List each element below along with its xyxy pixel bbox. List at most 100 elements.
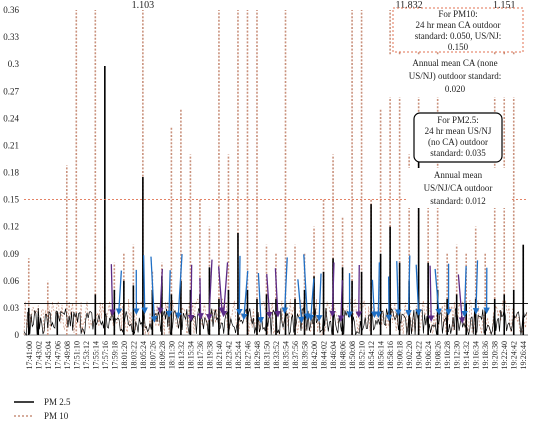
x-tick-label: 18:05:24 <box>139 341 148 369</box>
y-tick-label: 0.15 <box>3 195 19 205</box>
annotation-text: standard: 0.035 <box>430 148 486 158</box>
x-tick-label: 19:08:26 <box>434 341 443 369</box>
annotation-arrow <box>258 273 261 320</box>
x-tick-label: 19:22:40 <box>500 341 509 369</box>
y-tick-label: 0.18 <box>3 168 19 178</box>
x-tick-label: 17:51:10 <box>72 341 81 369</box>
x-tick-label: 19:00:18 <box>396 341 405 369</box>
x-tick-label: 19:10:28 <box>443 341 452 369</box>
annotation-arrow <box>458 274 462 320</box>
y-tick-label: 0.36 <box>3 5 19 15</box>
y-tick-label: 0.33 <box>3 32 19 42</box>
annotation-text: For PM10: <box>438 9 477 19</box>
legend-label-pm10: PM 10 <box>44 411 69 421</box>
x-tick-label: 19:26:44 <box>519 341 528 369</box>
annotation-arrow <box>397 261 399 313</box>
x-tick-label: 18:48:06 <box>339 341 348 369</box>
x-tick-label: 18:58:16 <box>386 341 395 369</box>
x-tick-label: 18:09:28 <box>158 341 167 369</box>
y-tick-label: 0.06 <box>3 276 19 286</box>
x-tick-label: 17:55:14 <box>91 341 100 369</box>
x-tick-label: 18:01:20 <box>120 341 129 369</box>
annotation-arrow <box>298 279 302 320</box>
annotation-text: US/NJ) outdoor standard: <box>409 71 502 81</box>
annotation-text: standard: 0.050, US/NJ: <box>415 31 502 41</box>
x-tick-label: 18:44:02 <box>320 341 329 369</box>
annotation-text: For PM2.5: <box>437 115 479 125</box>
x-tick-label: 17:45:04 <box>44 341 53 369</box>
x-tick-label: 17:53:12 <box>82 341 91 369</box>
legend-label-pm25: PM 2.5 <box>44 397 71 407</box>
x-tick-label: 18:07:26 <box>148 341 157 369</box>
x-tick-label: 17:47:06 <box>53 341 62 369</box>
x-tick-label: 19:06:24 <box>424 341 433 369</box>
y-tick-label: 0 <box>15 330 20 340</box>
annotation-text: 0.020 <box>445 84 466 94</box>
y-tick-label: 0.12 <box>3 222 19 232</box>
annotation-arrows <box>111 254 486 320</box>
x-tick-label: 17:41:00 <box>25 341 34 369</box>
x-tick-label: 18:39:58 <box>301 341 310 369</box>
x-tick-label: 18:35:54 <box>282 341 291 369</box>
y-tick-label: 0.03 <box>3 303 19 313</box>
x-tick-label: 18:25:44 <box>234 341 243 369</box>
annotation-arrow <box>430 266 431 319</box>
x-tick-label: 18:13:32 <box>177 341 186 369</box>
x-tick-label: 18:19:38 <box>205 341 214 369</box>
x-tick-label: 18:17:36 <box>196 341 205 369</box>
x-tick-label: 18:42:00 <box>310 341 319 369</box>
annotation-arrow <box>224 262 228 314</box>
annotation-arrow <box>111 264 112 313</box>
annotation-text: 0.150 <box>448 42 469 52</box>
annotation-text: US/NJ/CA outdoor <box>424 183 493 193</box>
x-tick-label: 19:20:38 <box>491 341 500 369</box>
y-tick-label: 0.09 <box>3 249 19 259</box>
x-tick-label: 18:52:10 <box>358 341 367 369</box>
x-tick-label: 19:24:42 <box>510 341 519 369</box>
x-tick-label: 19:14:32 <box>462 341 471 369</box>
x-tick-label: 18:50:08 <box>348 341 357 369</box>
x-tick-label: 17:59:18 <box>110 341 119 369</box>
annotation-text: 24 hr mean CA outdoor <box>416 20 501 30</box>
x-tick-label: 19:18:36 <box>481 341 490 369</box>
x-tick-label: 18:29:48 <box>253 341 262 369</box>
x-tick-label: 19:04:22 <box>415 341 424 369</box>
x-tick-label: 17:49:08 <box>63 341 72 369</box>
x-tick-label: 19:12:30 <box>453 341 462 369</box>
x-tick-label: 18:37:56 <box>291 341 300 369</box>
x-tick-label: 18:46:04 <box>329 341 338 369</box>
annotation-arrow <box>144 255 145 311</box>
pm10-annotation: For PM10: 24 hr mean CA outdoor standard… <box>380 8 528 97</box>
annotation-arrow <box>319 274 321 319</box>
x-tick-label: 18:27:46 <box>243 341 252 369</box>
x-tick-label: 19:16:34 <box>472 341 481 369</box>
y-tick-label: 0.27 <box>3 86 19 96</box>
x-tick-label: 18:11:30 <box>167 341 176 369</box>
annotation-text: Annual mean <box>434 170 483 180</box>
y-tick-label: 0.24 <box>3 113 19 123</box>
x-tick-label: 18:23:42 <box>224 341 233 369</box>
x-tick-label: 18:03:22 <box>129 341 138 369</box>
annotation-arrow <box>200 278 201 317</box>
annotation-text: Annual mean CA (none <box>412 58 497 68</box>
annotation-arrow <box>191 265 192 319</box>
x-tick-label: 19:02:20 <box>405 341 414 369</box>
x-tick-label: 17:57:16 <box>101 341 110 369</box>
annotation-text: 24 hr mean US/NJ <box>425 126 492 136</box>
x-tick-label: 17:43:02 <box>34 341 43 369</box>
x-tick-label: 18:21:40 <box>215 341 224 369</box>
x-tick-label: 18:56:14 <box>377 341 386 369</box>
x-tick-label: 18:54:12 <box>367 341 376 369</box>
pm25-annotation: For PM2.5: 24 hr mean US/NJ (no CA) outd… <box>408 113 512 208</box>
offscale-label: 1.103 <box>132 0 155 11</box>
x-tick-label: 18:31:50 <box>262 341 271 369</box>
chart-legend: PM 2.5 PM 10 <box>14 397 71 421</box>
x-tick-label: 18:15:34 <box>186 341 195 369</box>
y-tick-label: 0.3 <box>8 59 20 69</box>
x-tick-label: 18:33:52 <box>272 341 281 369</box>
annotation-text: standard: 0.012 <box>430 196 486 206</box>
annotation-arrow <box>372 280 374 315</box>
annotation-arrow <box>239 256 240 312</box>
